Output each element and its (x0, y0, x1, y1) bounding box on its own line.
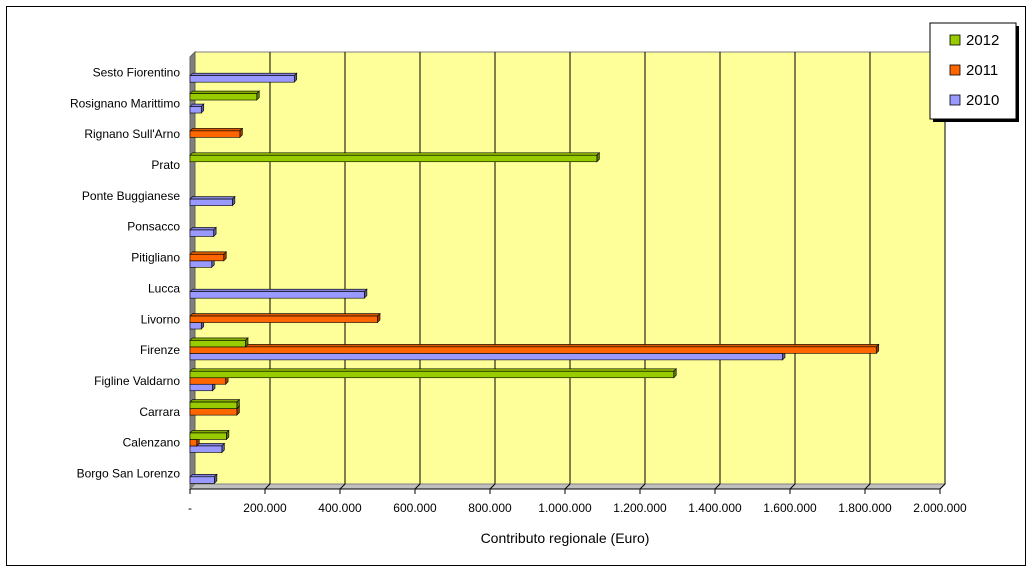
y-category-label: Carrara (139, 405, 180, 419)
y-category-label: Firenze (140, 343, 180, 357)
y-category-label: Ponte Buggianese (82, 189, 180, 203)
legend-swatch (949, 94, 961, 106)
gridline-floor (264, 483, 271, 490)
y-category-label: Borgo San Lorenzo (77, 467, 181, 481)
bar (189, 288, 368, 299)
gridline-floor (789, 483, 796, 490)
y-category-label: Pitigliano (131, 251, 180, 265)
gridline-floor (414, 483, 421, 490)
bar (189, 368, 677, 379)
y-category-label: Livorno (141, 312, 181, 326)
legend: 2012 2011 2010 (929, 22, 1019, 122)
y-category-label: Ponsacco (127, 220, 180, 234)
gridline-floor (564, 483, 571, 490)
bars (189, 72, 880, 485)
bar (189, 337, 249, 348)
bar (189, 473, 218, 485)
legend-swatch (949, 34, 961, 46)
legend-label: 2010 (966, 92, 999, 109)
legend-swatch (949, 64, 961, 76)
y-category-label: Rignano Sull'Arno (84, 127, 180, 141)
bar (189, 226, 217, 238)
legend-label: 2011 (966, 62, 998, 79)
legend-item: 2011 (949, 62, 998, 79)
x-tick-label: 1.200.000 (613, 501, 667, 515)
bar (189, 429, 230, 441)
x-tick-label: 400.000 (318, 501, 362, 515)
y-category-label: Figline Valdarno (94, 374, 180, 388)
bar (189, 152, 601, 163)
bar (189, 398, 241, 410)
x-tick-label: 2.000.000 (913, 501, 967, 515)
x-tick-label: 1.400.000 (688, 501, 742, 515)
x-tick-label: 1.600.000 (763, 501, 817, 515)
gridline-floor (489, 483, 496, 490)
side-wall (189, 50, 196, 491)
gridline-floor (864, 483, 871, 490)
y-category-label: Sesto Fiorentino (93, 65, 181, 79)
legend-item: 2010 (949, 92, 999, 109)
bar (189, 127, 244, 139)
y-category-label: Calenzano (123, 436, 181, 450)
x-axis-title: Contributo regionale (Euro) (481, 530, 650, 546)
legend-label: 2012 (966, 32, 999, 49)
bar (189, 343, 880, 355)
bar (189, 103, 205, 114)
y-category-label: Rosignano Marittimo (70, 96, 180, 110)
bar (189, 90, 260, 101)
bar (189, 195, 236, 207)
y-category-label: Lucca (148, 281, 180, 295)
legend-box (929, 22, 1017, 120)
bar (189, 72, 298, 83)
x-tick-label: 1.800.000 (838, 501, 892, 515)
plot-area (188, 50, 947, 491)
x-tick-label: 600.000 (393, 501, 437, 515)
x-tick-label: 200.000 (243, 501, 287, 515)
y-category-label: Prato (151, 158, 180, 172)
gridline-floor (339, 483, 346, 490)
x-tick-label: - (188, 501, 192, 515)
gridline-floor (939, 483, 946, 490)
axes: - 200.000 400.000 600.000 800.000 1.000.000 1.… (70, 65, 967, 515)
gridline-floor (714, 483, 721, 490)
x-tick-label: 1.000.000 (538, 501, 592, 515)
bar (189, 312, 381, 324)
x-tick-label: 800.000 (468, 501, 512, 515)
legend-item: 2012 (949, 32, 999, 49)
bar (189, 251, 227, 262)
gridline-floor (639, 483, 646, 490)
